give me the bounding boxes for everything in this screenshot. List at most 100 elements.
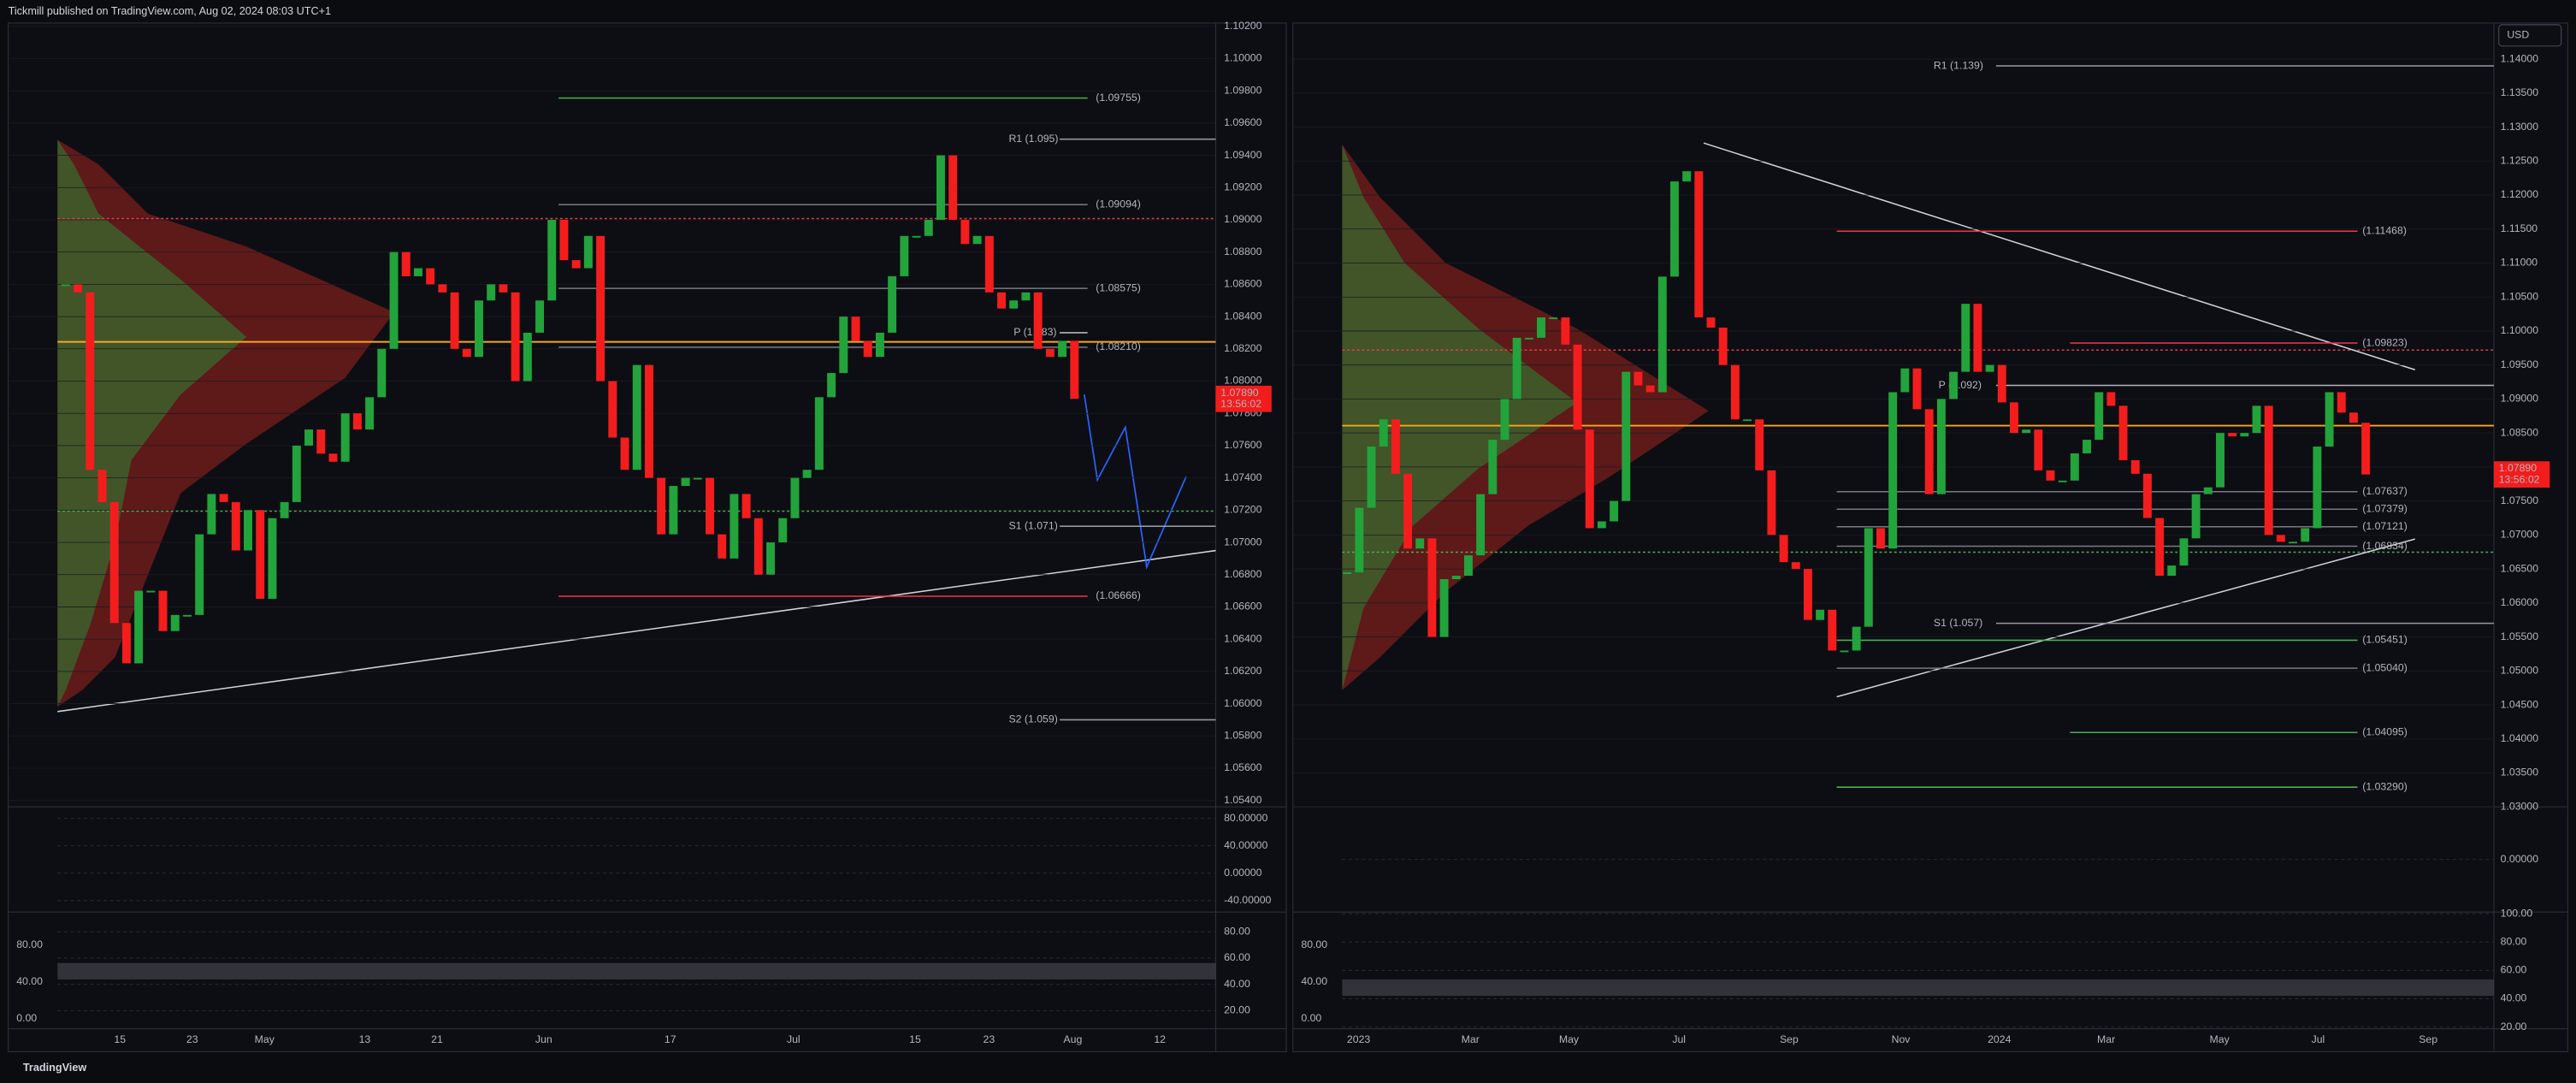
- candle: [2289, 542, 2298, 544]
- candle: [244, 510, 252, 551]
- candle: [1961, 304, 1970, 372]
- candle: [170, 614, 180, 631]
- candle: [2046, 470, 2055, 481]
- osc-tick-label: 80.00: [16, 938, 43, 950]
- osc-tick-label: 80.00: [1224, 925, 1250, 937]
- date-label: 2023: [1347, 1033, 1370, 1045]
- candle: [61, 284, 70, 287]
- candle: [2216, 433, 2224, 488]
- level-label: R1 (1.139): [1934, 59, 1983, 71]
- candle: [960, 219, 970, 245]
- date-label: Jul: [1672, 1033, 1686, 1045]
- candle: [377, 348, 387, 398]
- candle: [948, 155, 958, 220]
- candle: [1597, 521, 1606, 529]
- osc-tick-label: 0.00: [1301, 1012, 1321, 1024]
- candle: [596, 235, 606, 382]
- osc-tick-label: 80.00: [1301, 938, 1327, 950]
- candle: [2009, 402, 2018, 434]
- level-label: (1.07379): [2362, 502, 2408, 514]
- candle: [535, 300, 545, 333]
- y-tick-label: 1.06800: [1224, 568, 1262, 580]
- y-tick-label: 1.11000: [2501, 257, 2538, 269]
- osc-band: [1342, 979, 2494, 997]
- candle: [1500, 399, 1510, 441]
- header-title: Tickmill published on TradingView.com, A…: [9, 5, 331, 17]
- y-tick-label: 1.07200: [1224, 504, 1262, 516]
- candle: [1743, 419, 1752, 422]
- y-tick-label: 1.12500: [2501, 155, 2539, 167]
- candle: [2118, 405, 2128, 460]
- osc-tick-label: 40.00: [16, 975, 43, 987]
- candle: [2070, 453, 2079, 481]
- candle: [1379, 419, 1388, 447]
- price-tag-label: 1.07890: [1220, 387, 1259, 399]
- candle: [863, 340, 872, 358]
- candle: [2022, 429, 2031, 434]
- y-tick-label: 1.13000: [2501, 121, 2539, 133]
- candle: [741, 494, 751, 518]
- y-tick-label: 1.07500: [2501, 494, 2539, 506]
- candle: [1949, 371, 1959, 399]
- candle: [219, 494, 228, 502]
- level-label: (1.09823): [2362, 336, 2408, 348]
- currency-label[interactable]: USD: [2507, 29, 2529, 41]
- candle: [875, 332, 884, 358]
- candle: [1033, 292, 1043, 349]
- y-tick-label: 1.08400: [1224, 310, 1262, 322]
- candle: [1936, 399, 1946, 494]
- candle: [1343, 572, 1352, 574]
- date-label: 15: [909, 1033, 921, 1045]
- candle: [1767, 470, 1776, 536]
- y-tick-label: 1.09800: [1224, 84, 1262, 96]
- y-tick-label: 1.06000: [2501, 596, 2539, 608]
- candle: [1924, 409, 1934, 494]
- candle: [1549, 317, 1558, 319]
- osc-tick-label: 60.00: [1224, 951, 1250, 963]
- candle: [984, 235, 994, 293]
- candle: [1561, 317, 1570, 345]
- candle: [256, 510, 265, 600]
- candle: [693, 477, 702, 480]
- candle: [1009, 300, 1019, 309]
- y-tick-label: 1.07400: [1224, 471, 1262, 483]
- date-label: 2024: [1988, 1033, 2011, 1045]
- trendline: [1703, 142, 2415, 370]
- currency-button[interactable]: [2498, 24, 2562, 47]
- candle: [972, 235, 982, 245]
- candle: [2106, 392, 2116, 406]
- candle: [608, 381, 617, 438]
- candle: [74, 284, 83, 293]
- osc-tick-label: 0.00000: [1224, 867, 1262, 879]
- level-label: (1.06666): [1096, 589, 1141, 601]
- candle: [231, 501, 240, 551]
- candle: [207, 494, 216, 535]
- y-tick-label: 1.07000: [2501, 529, 2539, 541]
- candle: [547, 219, 557, 301]
- candle: [1403, 473, 1413, 549]
- date-label: Sep: [2419, 1033, 2437, 1045]
- level-label: (1.05040): [2362, 661, 2408, 673]
- y-tick-label: 1.05800: [1224, 730, 1262, 742]
- candle: [1573, 344, 1582, 430]
- candle: [268, 518, 277, 600]
- volume-profile: [57, 139, 247, 707]
- date-label: Jul: [787, 1033, 801, 1045]
- y-tick-label: 1.03500: [2501, 766, 2539, 778]
- candle: [888, 275, 897, 333]
- candle: [644, 364, 653, 478]
- y-tick-label: 1.06400: [1224, 632, 1262, 644]
- candle: [1670, 181, 1679, 277]
- osc-tick-label: 0.00: [16, 1012, 37, 1024]
- candle: [182, 614, 192, 617]
- candle: [669, 486, 678, 535]
- osc-tick-label: 100.00: [2501, 907, 2533, 919]
- date-label: May: [1559, 1033, 1580, 1045]
- candle: [86, 292, 95, 470]
- y-tick-label: 1.07000: [1224, 536, 1262, 547]
- y-tick-label: 1.05000: [2501, 665, 2539, 677]
- candle: [620, 437, 629, 470]
- candle: [352, 413, 362, 430]
- candle: [158, 590, 168, 631]
- candle: [1657, 276, 1667, 393]
